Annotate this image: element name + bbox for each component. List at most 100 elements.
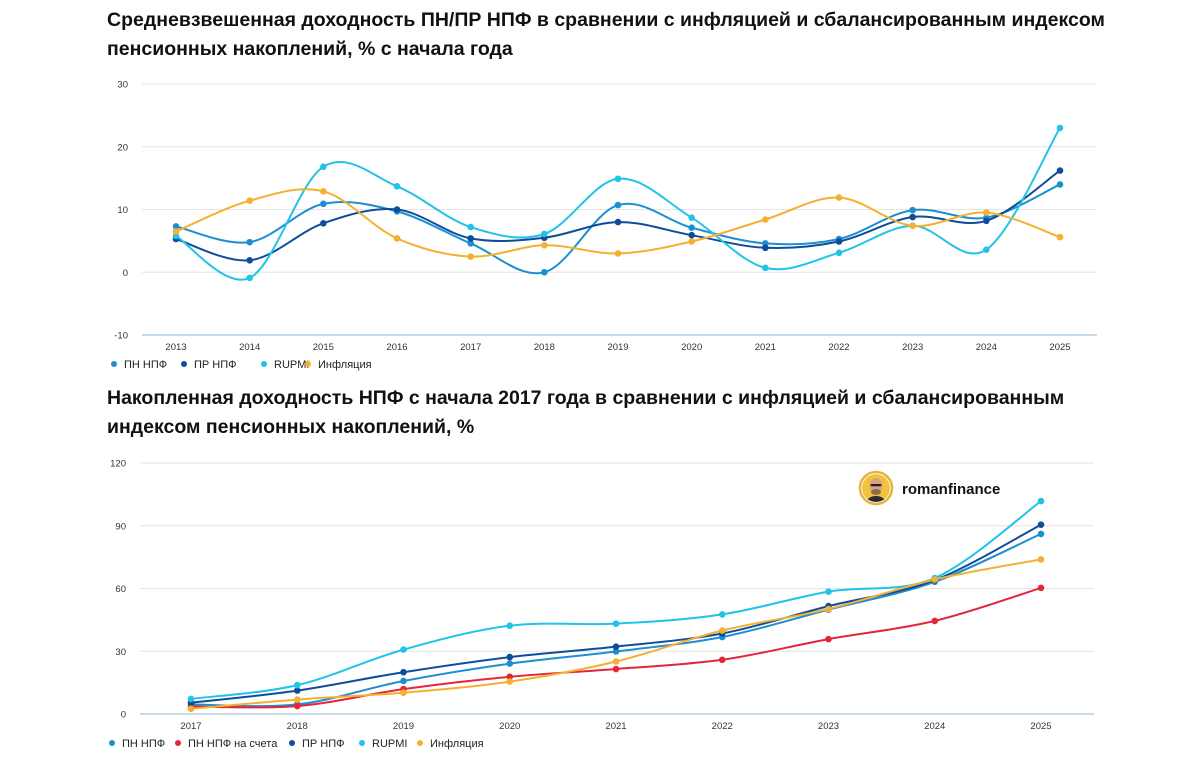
data-point: [541, 268, 548, 276]
data-point: [835, 238, 843, 245]
data-point: [612, 648, 620, 655]
y-tick-label: 120: [110, 459, 126, 470]
x-tick-label: 2017: [180, 721, 201, 732]
legend-label: ПР НПФ: [302, 738, 345, 750]
data-point: [293, 681, 301, 689]
x-tick-label: 2013: [165, 342, 186, 353]
data-point: [172, 228, 180, 235]
data-point: [187, 695, 195, 703]
data-point: [1037, 556, 1045, 563]
data-point: [983, 209, 990, 216]
data-point: [1056, 124, 1064, 132]
chart2-title: Накопленная доходность НПФ с начала 2017…: [107, 387, 1065, 438]
x-tick-label: 2021: [605, 721, 626, 732]
data-point: [835, 194, 843, 201]
data-point: [612, 620, 620, 627]
legend-label: RUPMI: [372, 738, 407, 750]
chart2: 0 30 60 90 120 2017 2018 2019 2020 2021 2022 2023 20…: [109, 459, 1094, 750]
legend-label: ПН НПФ: [122, 738, 165, 750]
data-point: [506, 653, 514, 661]
data-point: [506, 678, 514, 685]
x-tick-label: 2015: [313, 342, 334, 353]
series-line-2: [190, 523, 1042, 704]
data-point: [393, 182, 401, 190]
data-point: [909, 222, 916, 230]
data-point: [293, 687, 301, 694]
data-point: [835, 249, 843, 257]
x-tick-label: 2018: [287, 721, 308, 732]
data-point: [688, 231, 695, 239]
y-tick-label: 0: [123, 268, 128, 279]
data-point: [400, 646, 407, 653]
data-point: [825, 605, 832, 613]
data-point: [614, 175, 622, 183]
data-point: [718, 627, 726, 634]
data-point: [688, 214, 695, 221]
data-point: [320, 188, 327, 195]
legend-marker: [417, 740, 423, 746]
data-point: [506, 622, 514, 630]
data-point: [467, 235, 474, 242]
y-tick-label: 10: [117, 205, 128, 216]
data-point: [614, 218, 622, 226]
data-point: [400, 689, 407, 696]
x-tick-label: 2022: [828, 342, 849, 353]
data-point: [293, 696, 301, 703]
x-tick-label: 2025: [1030, 721, 1051, 732]
legend-marker: [111, 361, 117, 367]
x-tick-label: 2025: [1049, 342, 1070, 353]
legend-marker: [261, 361, 267, 367]
legend-marker: [109, 740, 115, 746]
watermark: romanfinance: [858, 470, 1000, 506]
y-tick-label: -10: [114, 331, 128, 342]
data-point: [400, 668, 407, 676]
y-tick-label: 0: [121, 710, 126, 721]
data-point: [187, 705, 195, 713]
data-point: [1056, 181, 1064, 188]
data-point: [1037, 584, 1045, 592]
legend-label: RUPMI: [274, 359, 309, 371]
data-point: [1037, 497, 1045, 505]
series-line-0: [190, 532, 1042, 708]
watermark-text: romanfinance: [902, 481, 1000, 498]
data-point: [393, 206, 401, 213]
data-point: [246, 197, 253, 205]
data-point: [400, 677, 407, 685]
legend-label: Инфляция: [318, 359, 372, 371]
legend-marker: [359, 740, 365, 746]
x-tick-label: 2014: [239, 342, 260, 353]
data-point: [762, 264, 769, 272]
y-tick-label: 60: [115, 584, 126, 595]
data-point: [467, 223, 474, 231]
data-point: [612, 665, 620, 673]
data-point: [825, 635, 832, 643]
legend-label: ПР НПФ: [194, 359, 237, 371]
avatar-ring: [858, 470, 894, 506]
data-point: [718, 611, 726, 618]
data-point: [246, 238, 253, 246]
y-tick-label: 20: [117, 142, 128, 153]
x-tick-label: 2022: [712, 721, 733, 732]
x-tick-label: 2016: [386, 342, 407, 353]
data-point: [320, 200, 327, 208]
data-point: [1056, 233, 1064, 241]
data-point: [172, 223, 180, 230]
data-point: [467, 253, 474, 260]
x-tick-label: 2020: [499, 721, 520, 732]
x-tick-label: 2019: [607, 342, 628, 353]
legend-marker: [305, 361, 311, 367]
x-tick-label: 2023: [818, 721, 839, 732]
x-tick-label: 2017: [460, 342, 481, 353]
data-point: [983, 217, 990, 225]
chart1-title: Средневзвешенная доходность ПН/ПР НПФ в …: [107, 9, 1105, 60]
data-point: [541, 241, 548, 249]
x-tick-label: 2024: [924, 721, 945, 732]
x-tick-label: 2020: [681, 342, 702, 353]
avatar-icon: [862, 474, 890, 502]
data-point: [614, 250, 622, 257]
x-tick-label: 2021: [755, 342, 776, 353]
data-point: [688, 238, 695, 245]
data-point: [688, 224, 695, 231]
data-point: [612, 658, 620, 665]
